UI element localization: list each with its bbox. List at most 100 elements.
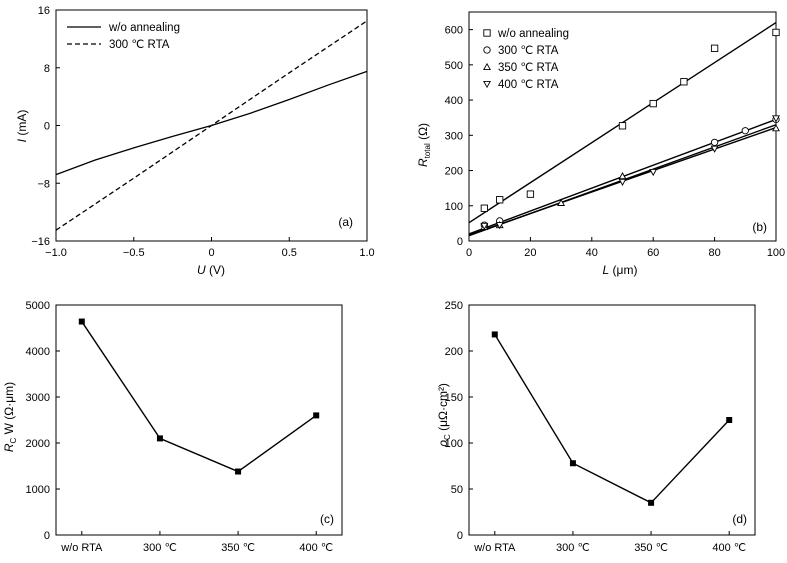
- data-point-square: [496, 196, 504, 204]
- y-tick-label: 300: [445, 130, 463, 142]
- y-tick-label: 0: [44, 121, 50, 133]
- x-tick-label: 20: [524, 247, 536, 259]
- y-tick-label: 0: [457, 530, 463, 542]
- data-point-triangle-up: [557, 198, 566, 206]
- y-tick-label: 500: [445, 60, 463, 72]
- data-point-square: [618, 122, 627, 130]
- x-category-label: 400 ℃: [712, 542, 746, 554]
- legend-label: w/o annealing: [108, 22, 180, 34]
- plot-frame: [468, 304, 756, 536]
- series-line-wo-annealing: [55, 70, 368, 176]
- data-point-triangle-up: [483, 62, 491, 71]
- y-tick-label: −8: [37, 178, 50, 190]
- y-tick-label: 3000: [26, 392, 50, 404]
- y-axis-unit: (mA): [15, 110, 29, 139]
- x-category-label: 350 ℃: [221, 542, 255, 554]
- y-tick-label: 600: [445, 25, 463, 37]
- data-point-triangle-down: [483, 80, 491, 89]
- y-axis-unit: W (Ω·μm): [2, 382, 16, 438]
- legend-label: 300 ℃ RTA: [498, 45, 559, 57]
- y-tick-label: 0: [457, 236, 463, 248]
- panel-c-specific-contact-resistance: 0 1000 2000 3000 4000 5000 w/o RTA 300 ℃ 350 ℃ 40…: [2, 300, 343, 554]
- y-tick-label: 250: [445, 300, 463, 312]
- data-point-circle: [483, 46, 491, 54]
- x-tick-label: 0: [466, 247, 472, 259]
- y-tick-label: 16: [38, 5, 50, 17]
- legend-label: 300 ℃ RTA: [109, 39, 170, 51]
- data-point-square: [726, 417, 733, 423]
- x-tick-label: 1.0: [359, 247, 374, 259]
- y-tick-label: 100: [445, 438, 463, 450]
- data-point-square: [491, 331, 498, 338]
- y-axis-subscript: C: [443, 434, 452, 440]
- y-tick-label: 5000: [26, 300, 50, 312]
- data-point-square: [710, 44, 719, 52]
- data-point-square: [569, 460, 576, 467]
- y-axis-symbol: R: [2, 443, 16, 452]
- x-tick-label: −0.5: [123, 247, 145, 259]
- legend-label: w/o annealing: [497, 28, 569, 40]
- x-axis-symbol: U: [197, 263, 206, 277]
- data-point-circle: [710, 138, 719, 147]
- data-point-triangle-down: [618, 178, 627, 186]
- data-point-triangle-up: [618, 172, 627, 180]
- series-line: [81, 321, 317, 473]
- data-point-square: [156, 435, 163, 442]
- data-point-square: [648, 499, 655, 506]
- panel-label: (c): [320, 512, 334, 526]
- data-point-square: [772, 28, 780, 37]
- y-tick-label: 150: [445, 392, 463, 404]
- y-axis-subscript: C: [9, 437, 18, 443]
- x-category-label: w/o RTA: [473, 542, 516, 554]
- plot-frame: [55, 304, 343, 536]
- data-point-triangle-down: [649, 168, 658, 177]
- y-axis-symbol: ρ: [436, 440, 450, 448]
- x-axis-label: L (μm): [603, 263, 638, 277]
- x-tick-label: 60: [647, 247, 659, 259]
- y-axis-label: Rtotal (Ω): [416, 123, 432, 167]
- data-point-triangle-down: [772, 115, 780, 123]
- data-point-square: [78, 318, 85, 325]
- y-tick-label: 2000: [26, 438, 50, 450]
- y-axis-subscript: total: [423, 143, 432, 158]
- x-category-label: 400 ℃: [299, 542, 333, 554]
- x-tick-label: −1.0: [45, 247, 67, 259]
- series-line: [494, 334, 730, 504]
- panel-b-resistance-vs-length: 0 100 200 300 400 500 600 0 20 40 60 80 100 w/o annea…: [416, 11, 785, 277]
- data-point-square: [649, 99, 657, 108]
- x-tick-label: 0: [208, 247, 214, 259]
- data-point-square: [680, 78, 688, 86]
- x-tick-label: 80: [708, 247, 720, 259]
- y-axis-label: ρC (μΩ·cm²): [436, 383, 452, 448]
- data-point-square: [526, 190, 535, 198]
- x-axis-unit: (V): [206, 263, 225, 277]
- x-category-label: w/o RTA: [60, 542, 103, 554]
- data-point-triangle-down: [495, 222, 504, 230]
- y-axis-label: I (mA): [15, 110, 29, 143]
- panel-label: (d): [732, 512, 747, 526]
- y-tick-label: 8: [44, 63, 50, 75]
- x-category-label: 350 ℃: [634, 542, 668, 554]
- panel-d-contact-resistivity: 0 50 100 150 200 250 w/o RTA 300 ℃ 350 ℃ 400 ℃ (d)…: [436, 300, 756, 554]
- x-tick-label: 100: [767, 247, 785, 259]
- y-axis-symbol: R: [416, 158, 430, 167]
- panel-label: (b): [752, 220, 767, 234]
- data-point-triangle-down: [480, 222, 489, 230]
- y-tick-label: 400: [445, 95, 463, 107]
- y-axis-unit: (μΩ·cm²): [436, 383, 450, 434]
- y-axis-symbol: I: [15, 138, 29, 142]
- panel-a-iv-curves: −16 −8 0 8 16 −1.0 −0.5 0 0.5 1.0 w/o annealing 300…: [15, 5, 375, 277]
- panel-label: (a): [338, 215, 353, 229]
- x-tick-label: 40: [586, 247, 598, 259]
- x-axis-unit: (μm): [609, 263, 637, 277]
- y-tick-label: 200: [445, 346, 463, 358]
- y-tick-label: 100: [445, 201, 463, 213]
- y-tick-label: 4000: [26, 346, 50, 358]
- x-axis-label: U (V): [197, 263, 225, 277]
- x-axis-symbol: L: [603, 263, 610, 277]
- y-axis-unit: (Ω): [416, 123, 430, 143]
- y-tick-label: 0: [44, 530, 50, 542]
- data-point-circle: [741, 127, 749, 135]
- y-tick-label: 50: [451, 484, 463, 496]
